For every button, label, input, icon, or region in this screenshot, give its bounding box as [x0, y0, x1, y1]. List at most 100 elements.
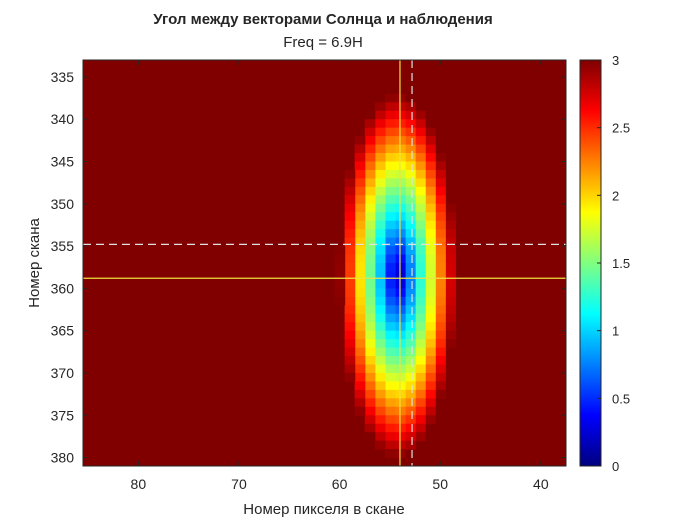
heatmap-cell: [354, 296, 366, 306]
heatmap-cell: [384, 322, 396, 332]
heatmap-cell: [364, 136, 376, 146]
heatmap-cell: [415, 288, 426, 298]
heatmap-cell: [425, 381, 436, 391]
heatmap-cell: [364, 423, 376, 433]
y-tick-label: 335: [51, 69, 75, 85]
heatmap-cell: [364, 203, 376, 213]
heatmap-cell: [425, 178, 436, 188]
heatmap-cell: [435, 229, 446, 239]
heatmap-cell: [354, 339, 366, 349]
heatmap-cell: [405, 296, 416, 306]
heatmap-cell: [364, 254, 376, 264]
y-axis-label: Номер скана: [26, 217, 43, 307]
heatmap-cell: [374, 161, 386, 171]
heatmap-cell: [384, 389, 396, 399]
heatmap-cell: [415, 432, 426, 442]
heatmap-cell: [425, 322, 436, 332]
heatmap-cell: [405, 339, 416, 349]
heatmap-cell: [364, 398, 376, 408]
heatmap-cell: [405, 356, 416, 366]
heatmap-cell: [364, 186, 376, 196]
heatmap-cell: [415, 186, 426, 196]
heatmap-cell: [415, 220, 426, 230]
heatmap-cell: [364, 372, 376, 383]
heatmap-cell: [415, 305, 426, 315]
heatmap-cell: [374, 186, 386, 196]
heatmap-cell: [405, 389, 416, 399]
heatmap-cell: [354, 398, 366, 408]
heatmap-cell: [415, 263, 426, 273]
heatmap-cell: [364, 246, 376, 256]
heatmap-cell: [364, 169, 376, 180]
heatmap-cell: [425, 220, 436, 230]
heatmap-cell: [435, 356, 446, 366]
heatmap-cell: [364, 119, 376, 129]
heatmap-cell: [364, 144, 376, 154]
heatmap-cell: [384, 449, 396, 459]
heatmap-cell: [415, 364, 426, 374]
y-tick-label: 345: [51, 154, 75, 170]
heatmap-cell: [415, 127, 426, 137]
heatmap-cell: [344, 246, 356, 256]
heatmap-cell: [334, 296, 346, 306]
heatmap-cell: [405, 381, 416, 391]
heatmap-cell: [405, 254, 416, 264]
heatmap-cell: [384, 406, 396, 416]
heatmap-cell: [384, 119, 396, 129]
heatmap-cell: [344, 288, 356, 298]
heatmap-cell: [364, 313, 376, 323]
heatmap-cell: [364, 330, 376, 340]
x-axis-label: Номер пикселя в скане: [243, 501, 404, 518]
heatmap-cell: [435, 305, 446, 315]
heatmap-cell: [425, 127, 436, 137]
heatmap-cell: [364, 110, 376, 120]
heatmap-cell: [445, 305, 456, 315]
heatmap-cell: [405, 178, 416, 188]
heatmap-cell: [425, 406, 436, 416]
heatmap-cell: [405, 153, 416, 163]
heatmap-cell: [415, 110, 426, 120]
heatmap-cell: [435, 372, 446, 383]
heatmap-cell: [354, 144, 366, 154]
heatmap-cell: [374, 398, 386, 408]
heatmap-cell: [374, 296, 386, 306]
x-tick-label: 70: [231, 476, 247, 492]
heatmap-cell: [405, 119, 416, 129]
heatmap-cell: [405, 195, 416, 205]
heatmap-cell: [405, 313, 416, 323]
plot-frame: [82, 59, 567, 467]
heatmap-cell: [415, 381, 426, 391]
heatmap-cell: [364, 406, 376, 416]
heatmap-cell: [344, 254, 356, 264]
heatmap-cell: [384, 169, 396, 180]
heatmap-cell: [405, 415, 416, 425]
heatmap-cell: [364, 212, 376, 222]
heatmap-cell: [405, 322, 416, 332]
heatmap-cell: [354, 220, 366, 230]
heatmap-cell: [415, 415, 426, 425]
heatmap-cell: [354, 305, 366, 315]
heatmap-cell: [425, 195, 436, 205]
heatmap-cell: [425, 372, 436, 383]
heatmap-cell: [354, 161, 366, 171]
heatmap-cell: [364, 415, 376, 425]
heatmap-cell: [344, 330, 356, 340]
heatmap-cell: [374, 263, 386, 273]
heatmap-cell: [425, 364, 436, 374]
y-tick-label: 340: [51, 111, 75, 127]
heatmap-cell: [435, 220, 446, 230]
heatmap-cell: [415, 271, 426, 281]
colorbar-tick-label: 2: [612, 188, 619, 203]
heatmap-cell: [344, 347, 356, 357]
heatmap-cell: [415, 237, 426, 247]
heatmap-cell: [354, 406, 366, 416]
heatmap-cell: [364, 271, 376, 281]
heatmap-cell: [354, 271, 366, 281]
heatmap-cell: [415, 423, 426, 433]
heatmap-cell: [425, 153, 436, 163]
heatmap-cell: [354, 237, 366, 247]
heatmap-cell: [425, 144, 436, 154]
heatmap-cell: [354, 136, 366, 146]
heatmap-cell: [445, 330, 456, 340]
heatmap-cell: [334, 263, 346, 273]
